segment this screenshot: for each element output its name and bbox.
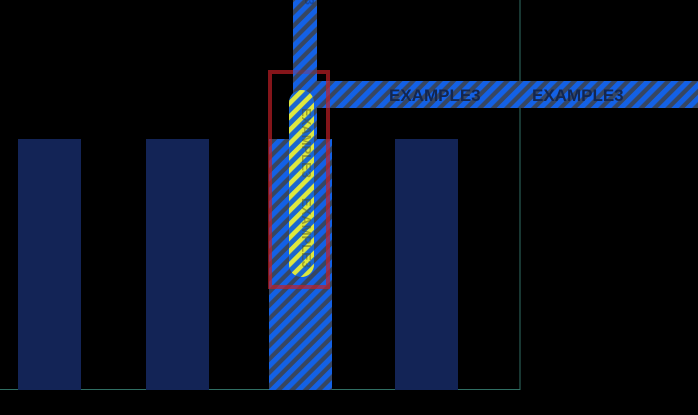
svg-text:EXAMPLE3: EXAMPLE3: [389, 86, 481, 105]
svg-text:EXAMPLE3: EXAMPLE3: [532, 86, 624, 105]
